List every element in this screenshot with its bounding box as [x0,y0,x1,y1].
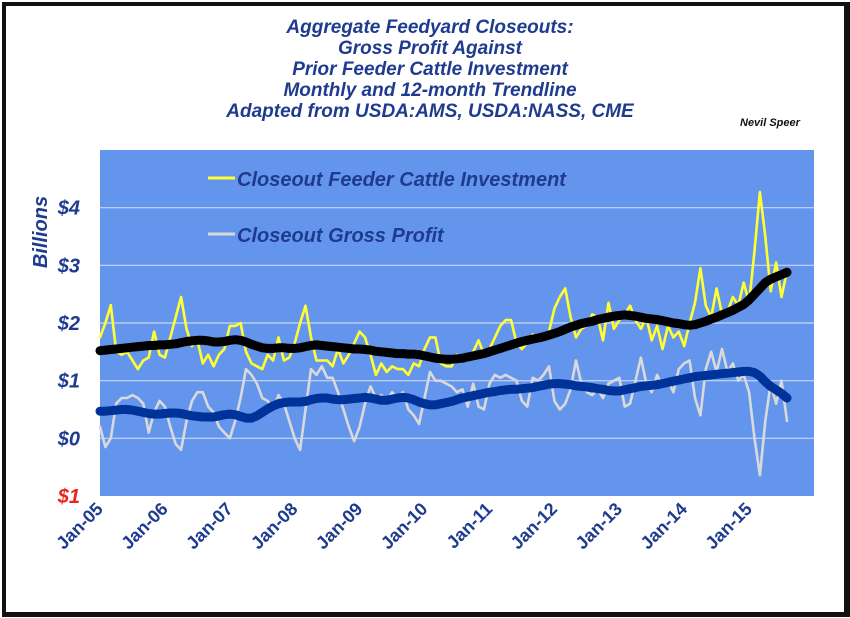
series-line-profit-trend [95,366,792,423]
y-tick-label: $4 [57,198,80,220]
x-tick-label: Jan-08 [247,499,301,553]
legend-label-investment: Closeout Feeder Cattle Investment [237,169,567,191]
y-tick-label: $3 [57,255,80,277]
x-tick-label: Jan-06 [117,499,171,553]
series-line-investment [98,190,789,377]
series-line-investment-trend [95,267,792,364]
x-tick-label: Jan-11 [443,499,497,553]
title-line-2: Gross Profit Against [337,38,523,59]
x-axis-ticks: Jan-05 Jan-06 Jan-07 Jan-08 Jan-09 Jan-10 Jan-… [52,499,756,553]
title-line-5: Adapted from USDA:AMS, USDA:NASS, CME [226,101,634,122]
y-tick-label: $0 [57,428,80,450]
x-tick-label: Jan-14 [637,499,691,553]
title-line-1: Aggregate Feedyard Closeouts: [286,17,574,38]
x-tick-label: Jan-09 [312,499,366,553]
x-tick-label: Jan-07 [182,499,236,553]
y-axis-ticks: $4 $3 $2 $1 $0 $1 [57,198,80,508]
title-line-4: Monthly and 12-month Trendline [283,80,577,101]
title-line-3: Prior Feeder Cattle Investment [292,59,568,80]
series-lines [95,190,792,477]
x-tick-label: Jan-12 [507,499,561,553]
legend-label-profit: Closeout Gross Profit [237,225,445,247]
x-tick-label: Jan-10 [377,499,431,553]
x-tick-label: Jan-13 [572,499,626,553]
y-tick-label: $2 [57,313,80,335]
y-tick-label: $1 [57,486,80,508]
author-credit: Nevil Speer [740,117,800,129]
y-tick-label: $1 [57,371,80,393]
chart-title: Aggregate Feedyard Closeouts: Gross Prof… [130,17,730,122]
y-axis-label: Billions [30,196,52,268]
x-tick-label: Jan-15 [701,499,755,553]
legend: Closeout Feeder Cattle Investment Closeo… [208,169,567,247]
